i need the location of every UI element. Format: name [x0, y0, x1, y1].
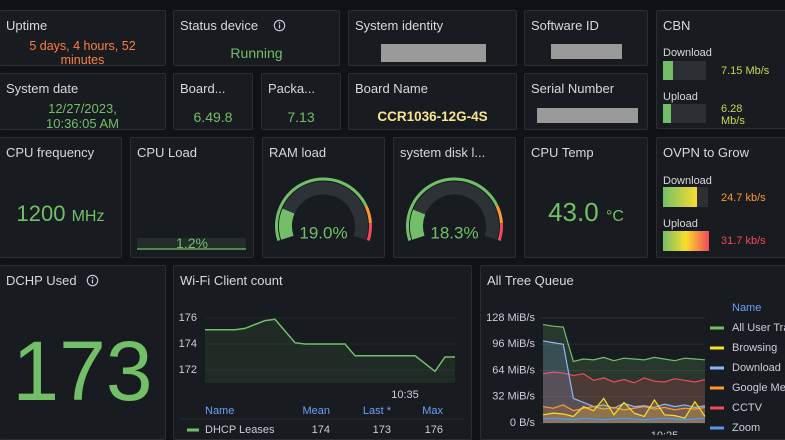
stat-value: 12/27/2023, 10:36:05 AM — [46, 101, 119, 130]
panel-title: Serial Number — [531, 81, 615, 96]
panel: System identity — [348, 10, 517, 66]
bar-value: 7.15 Mb/s — [721, 65, 770, 77]
panel-title: DCHP Used — [6, 273, 77, 288]
panel: Software ID — [524, 10, 648, 66]
stat-value: Running — [230, 45, 283, 61]
bar-label: Download — [663, 47, 712, 59]
panel-title: System date — [6, 81, 79, 96]
panel: CPU Load 1.2% — [130, 137, 254, 258]
value-unit: °C — [605, 208, 624, 225]
panel-title: System identity — [355, 18, 444, 33]
stat-value: CCR1036-12G-4S — [377, 109, 488, 124]
stat-value: 43.0 °C — [525, 197, 647, 228]
info-icon — [273, 19, 286, 32]
stat-value: 173 — [12, 324, 153, 418]
panel-title: system disk l... — [400, 145, 486, 160]
panel: Serial Number — [524, 73, 648, 130]
panel-title: All Tree Queue — [487, 273, 574, 288]
panel-title: Uptime — [6, 18, 48, 33]
panel: Status device Running — [173, 10, 340, 66]
bar-label: Upload — [663, 91, 698, 103]
value-unit: MHz — [71, 208, 105, 225]
panel: system disk l... — [393, 137, 516, 258]
bar-value: 24.7 kb/s — [721, 192, 766, 204]
panel-title: CPU Load — [137, 145, 197, 160]
panel-title: CPU Temp — [531, 145, 594, 160]
panel-title: Wi-Fi Client count — [180, 273, 283, 288]
bar-value: 6.28 Mb/s — [721, 103, 745, 127]
stat-value: 1200 MHz — [0, 201, 121, 227]
panel: RAM load — [262, 137, 385, 258]
panel: Uptime 5 days, 4 hours, 52 minutes — [0, 10, 166, 66]
panel-title: OVPN to Grow — [663, 145, 749, 160]
panel: CPU Temp 43.0 °C — [524, 137, 648, 258]
panel: OVPN to Grow Download 24.7 kb/s Upload 3… — [656, 137, 785, 258]
panel-title: Software ID — [531, 18, 599, 33]
info-icon — [86, 274, 99, 287]
panel-title: RAM load — [269, 145, 327, 160]
redacted-value — [381, 44, 486, 62]
panel: Board... 6.49.8 — [173, 73, 253, 130]
panel: DCHP Used 173 — [0, 265, 166, 440]
panel-title: Board... — [180, 81, 226, 96]
value-number: 1200 — [16, 201, 66, 226]
panel: System date 12/27/2023, 10:36:05 AM — [0, 73, 166, 130]
stat-value: 6.49.8 — [193, 109, 233, 125]
redacted-value — [551, 44, 622, 59]
bar-label: Download — [663, 175, 712, 187]
panel: CBN Download 7.15 Mb/s Upload 6.28 Mb/s — [656, 10, 785, 129]
panel: CPU frequency 1200 MHz — [0, 137, 122, 258]
value-number: 43.0 — [548, 197, 599, 227]
panel: Board Name CCR1036-12G-4S — [348, 73, 517, 130]
panel-title: CBN — [663, 18, 691, 33]
panel-title: Status device — [180, 18, 259, 33]
panel: Packa... 7.13 — [261, 73, 341, 130]
bar-label: Upload — [663, 218, 698, 230]
panel-title: Board Name — [355, 81, 428, 96]
bar-value: 31.7 kb/s — [721, 235, 766, 247]
stat-value: 5 days, 4 hours, 52 minutes — [29, 39, 136, 66]
panel: All Tree Queue — [480, 265, 785, 440]
stat-value: 7.13 — [287, 109, 315, 125]
redacted-value — [537, 108, 638, 123]
panel-title: Packa... — [268, 81, 315, 96]
panel-title: CPU frequency — [6, 145, 95, 160]
stat-value: 1.2% — [176, 235, 208, 251]
panel: Wi-Fi Client count — [173, 265, 472, 440]
